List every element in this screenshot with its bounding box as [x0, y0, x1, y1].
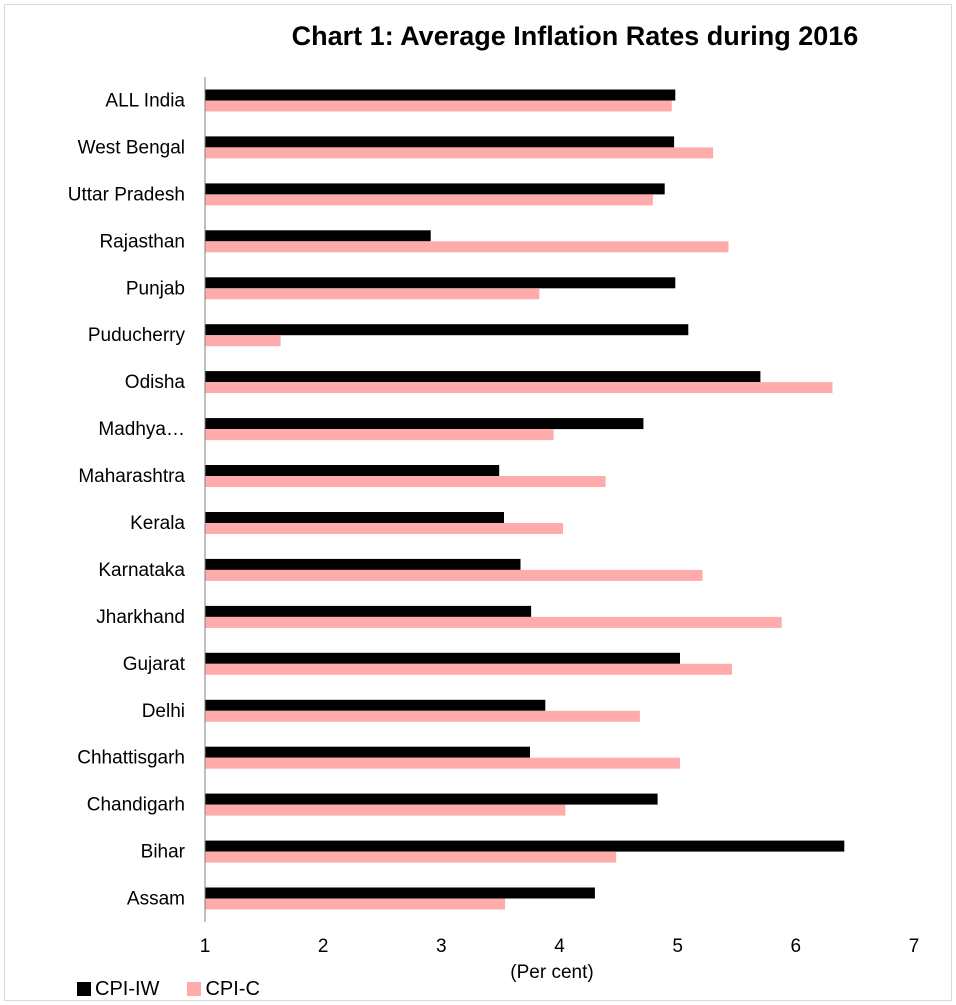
x-axis-title: (Per cent)	[510, 962, 593, 983]
category-label-delhi: Delhi	[142, 701, 185, 722]
bar-cpi-iw-karnataka	[205, 558, 521, 570]
bar-cpi-c-chandigarh	[205, 804, 566, 816]
category-label-puducherry: Puducherry	[88, 325, 186, 346]
bar-cpi-c-odisha	[205, 382, 833, 394]
category-label-chhattisgarh: Chhattisgarh	[77, 748, 185, 769]
bar-cpi-iw-delhi	[205, 699, 546, 711]
bar-cpi-c-kerala	[205, 523, 563, 534]
x-tick-label-4: 4	[554, 936, 565, 957]
bar-cpi-c-gujarat	[205, 663, 732, 675]
category-label-jharkhand: Jharkhand	[96, 607, 185, 628]
bar-cpi-c-madhya	[205, 429, 554, 441]
legend-label-cpi-c: CPI-C	[205, 977, 260, 1000]
category-label-assam: Assam	[127, 889, 185, 910]
legend-label-cpi-iw: CPI-IW	[95, 977, 160, 1000]
bar-cpi-c-all-india	[205, 100, 672, 112]
category-label-madhya: Madhya…	[98, 419, 185, 440]
bar-cpi-iw-rajasthan	[205, 230, 431, 242]
category-label-gujarat: Gujarat	[123, 654, 186, 675]
bar-cpi-iw-punjab	[205, 277, 676, 289]
legend-swatch-cpi-c	[187, 982, 202, 996]
bar-cpi-c-assam	[205, 898, 506, 910]
category-label-kerala: Kerala	[130, 513, 185, 534]
bar-cpi-iw-gujarat	[205, 652, 680, 664]
legend-swatch-cpi-iw	[77, 982, 91, 996]
chart-frame: Chart 1: Average Inflation Rates during …	[4, 4, 952, 1001]
bar-cpi-iw-chhattisgarh	[205, 746, 530, 758]
bar-cpi-c-karnataka	[205, 569, 703, 581]
bar-cpi-iw-bihar	[205, 840, 845, 852]
chart-title: Chart 1: Average Inflation Rates during …	[291, 21, 859, 51]
bar-cpi-iw-chandigarh	[205, 793, 658, 805]
category-label-all-india: ALL India	[105, 91, 185, 112]
bar-cpi-iw-madhya	[205, 418, 644, 430]
bar-cpi-iw-all-india	[205, 89, 676, 101]
category-label-karnataka: Karnataka	[98, 560, 185, 581]
bar-cpi-c-bihar	[205, 851, 617, 863]
legend-item-cpi-iw: CPI-IW	[77, 978, 159, 1001]
category-label-maharashtra: Maharashtra	[78, 466, 185, 487]
bar-cpi-c-uttar-pradesh	[205, 194, 653, 206]
bar-cpi-c-chhattisgarh	[205, 757, 680, 769]
x-tick-label-7: 7	[909, 936, 920, 957]
category-label-odisha: Odisha	[125, 372, 186, 393]
bar-cpi-iw-west-bengal	[205, 136, 675, 148]
legend: CPI-IW CPI-C	[77, 976, 288, 1002]
bar-cpi-c-rajasthan	[205, 241, 729, 253]
category-label-uttar-pradesh: Uttar Pradesh	[68, 184, 185, 205]
x-tick-label-1: 1	[200, 936, 211, 957]
bar-cpi-iw-maharashtra	[205, 465, 500, 476]
bar-cpi-c-puducherry	[205, 335, 281, 347]
bar-cpi-iw-puducherry	[205, 324, 689, 336]
bar-cpi-iw-assam	[205, 887, 595, 899]
bar-cpi-iw-odisha	[205, 371, 761, 383]
bar-cpi-iw-jharkhand	[205, 605, 532, 617]
legend-item-cpi-c: CPI-C	[187, 977, 260, 1001]
x-tick-label-6: 6	[791, 936, 802, 957]
category-label-punjab: Punjab	[126, 278, 185, 299]
bar-cpi-iw-kerala	[205, 512, 504, 523]
bar-cpi-c-jharkhand	[205, 616, 782, 628]
x-tick-label-3: 3	[436, 936, 447, 957]
x-tick-label-2: 2	[318, 936, 329, 957]
bar-cpi-c-punjab	[205, 288, 540, 300]
category-label-west-bengal: West Bengal	[78, 137, 185, 158]
bar-cpi-c-west-bengal	[205, 147, 714, 159]
bar-chart: ALL India West Bengal Uttar Pradesh Rajasth…	[68, 77, 920, 983]
bar-cpi-iw-uttar-pradesh	[205, 183, 665, 195]
bar-cpi-c-delhi	[205, 710, 640, 722]
category-label-bihar: Bihar	[141, 842, 186, 863]
x-tick-label-5: 5	[672, 936, 683, 957]
category-label-chandigarh: Chandigarh	[87, 795, 185, 816]
category-label-rajasthan: Rajasthan	[99, 231, 185, 252]
bar-cpi-c-maharashtra	[205, 476, 606, 487]
